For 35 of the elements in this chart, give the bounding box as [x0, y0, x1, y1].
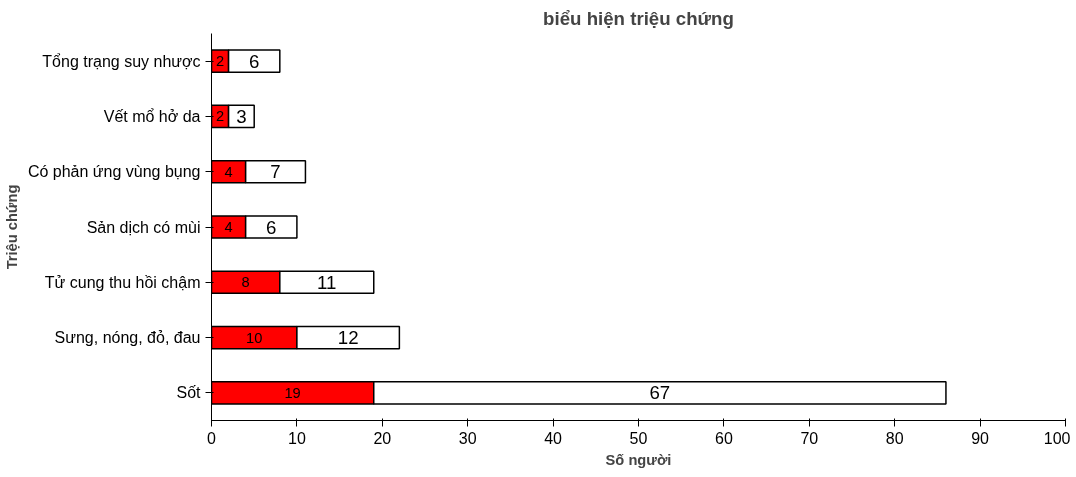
data-label: 11: [317, 271, 337, 293]
data-label: 12: [337, 327, 359, 349]
data-label: 2: [215, 108, 225, 125]
data-label: 4: [224, 219, 233, 235]
x-tick-label: 80: [885, 429, 904, 447]
x-tick-label: 40: [544, 429, 563, 447]
y-tick-label: Sưng, nóng, đỏ, đau: [54, 329, 201, 347]
x-tick-label: 90: [971, 429, 990, 447]
data-label: 3: [236, 105, 247, 127]
x-tick-label: 20: [373, 429, 392, 447]
data-label: 67: [649, 382, 671, 404]
data-label: 10: [246, 329, 263, 346]
x-axis-title: Số người: [605, 451, 672, 468]
x-tick-label: 30: [458, 429, 477, 447]
x-tick-label: 50: [629, 429, 648, 447]
data-label: 8: [241, 274, 250, 291]
x-tick-label: 70: [800, 429, 819, 447]
y-tick-label: Tử cung thu hồi chậm: [44, 273, 201, 291]
data-label: 19: [284, 384, 301, 401]
chart-title: biểu hiện triệu chứng: [543, 7, 734, 29]
y-axis-title: Triệu chứng: [3, 184, 20, 270]
data-label: 6: [266, 216, 277, 238]
data-label: 2: [215, 53, 225, 70]
y-tick-label: Sốt: [176, 384, 202, 402]
y-tick-label: Vết mổ hở da: [103, 107, 201, 125]
y-tick-label: Có phản ứng vùng bụng: [27, 163, 201, 181]
y-tick-label: Sản dịch có mùi: [86, 218, 201, 236]
data-label: 7: [270, 161, 281, 183]
data-label: 4: [224, 163, 233, 180]
x-tick-label: 100: [1043, 429, 1071, 447]
y-tick-label: Tổng trạng suy nhược: [42, 52, 201, 70]
x-tick-label: 60: [715, 429, 733, 447]
x-tick-label: 10: [288, 429, 306, 447]
data-label: 6: [249, 50, 260, 72]
x-tick-label: 0: [207, 429, 217, 447]
